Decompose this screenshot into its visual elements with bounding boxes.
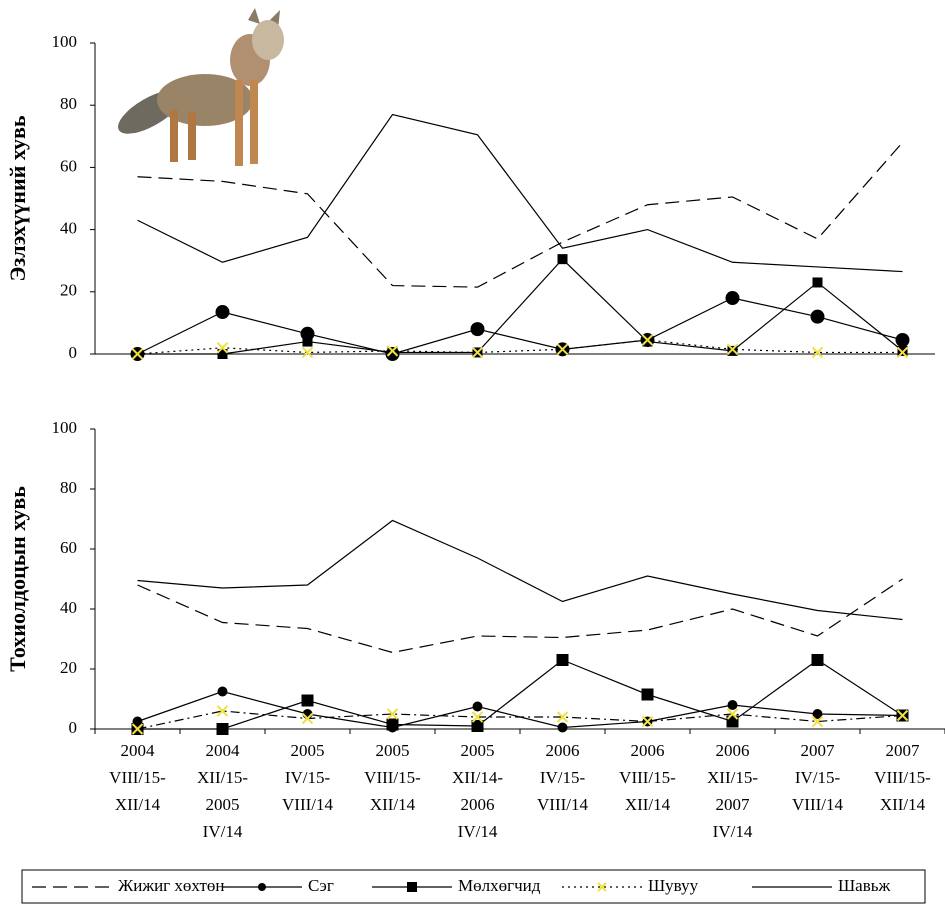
series	[138, 521, 903, 620]
y-tick-label: 0	[69, 718, 78, 737]
x-tick-label: XII/14-	[452, 768, 503, 787]
legend-marker	[258, 883, 266, 891]
x-tick-label: VIII/15-	[109, 768, 166, 787]
x-tick-label: 2005	[461, 741, 495, 760]
y-tick-label: 100	[52, 418, 78, 437]
x-tick-label: IV/15-	[540, 768, 586, 787]
marker	[473, 702, 483, 712]
marker	[557, 654, 569, 666]
legend-label: Шувуу	[648, 876, 699, 895]
line	[138, 521, 903, 620]
legend-marker	[407, 882, 417, 892]
x-tick-label: VIII/14	[282, 795, 333, 814]
x-tick-label: 2006	[461, 795, 495, 814]
y-axis-label: Тохиолдоцын хувь	[5, 486, 30, 672]
x-tick-label: VIII/15-	[619, 768, 676, 787]
x-tick-label: IV/14	[203, 822, 243, 841]
x-tick-label: XII/15-	[707, 768, 758, 787]
x-tick-label: VIII/14	[537, 795, 588, 814]
x-tick-label: VIII/14	[792, 795, 843, 814]
y-tick-label: 20	[60, 658, 77, 677]
y-axis-label: Эзлэхүүний хувь	[5, 115, 30, 281]
chart: 0 20 40 60 80 100 Эзлэхүүний хувь 0 20 40 60 80 100 Т…	[0, 0, 945, 912]
x-tick-label: 2004	[206, 741, 241, 760]
x-tick-label: IV/15-	[285, 768, 331, 787]
marker	[302, 695, 314, 707]
marker	[218, 687, 228, 697]
legend-label: Мөлхөгчид	[458, 876, 541, 895]
y-tick-label: 0	[69, 343, 78, 362]
x-tick-label: IV/14	[458, 822, 498, 841]
marker	[303, 347, 313, 357]
x-tick-label: XII/15-	[197, 768, 248, 787]
line	[138, 711, 903, 729]
legend-item: Сэг	[222, 876, 334, 895]
marker	[558, 254, 568, 264]
x-tick-label: XII/14	[880, 795, 926, 814]
marker	[216, 305, 230, 319]
legend-item: Шувуу	[562, 876, 699, 895]
line	[138, 340, 903, 354]
x-tick-label: 2007	[886, 741, 921, 760]
series	[138, 579, 903, 653]
x-tick-label: 2005	[376, 741, 410, 760]
marker	[388, 347, 398, 357]
fox-illustration	[112, 8, 284, 166]
legend-label: Жижиг хөхтөн	[118, 876, 225, 895]
legend-label: Шавьж	[838, 876, 890, 895]
line	[138, 692, 903, 728]
x-tick-label: XII/14	[370, 795, 416, 814]
marker	[898, 346, 908, 356]
y-tick-label: 80	[60, 94, 77, 113]
x-tick-label: 2007	[716, 795, 751, 814]
x-tick-label: 2007	[801, 741, 836, 760]
x-tick-label: XII/14	[625, 795, 671, 814]
marker	[217, 723, 229, 735]
x-tick-label: 2005	[206, 795, 240, 814]
marker	[728, 700, 738, 710]
marker	[303, 337, 313, 347]
x-tick-label: XII/14	[115, 795, 161, 814]
legend-item: Шавьж	[752, 876, 890, 895]
marker	[813, 277, 823, 287]
marker	[558, 723, 568, 733]
x-tick-label: VIII/15-	[874, 768, 931, 787]
marker	[642, 689, 654, 701]
marker	[896, 333, 910, 347]
series	[133, 254, 908, 359]
marker	[812, 654, 824, 666]
y-tick-label: 40	[60, 219, 77, 238]
marker	[643, 337, 653, 347]
legend-item: Мөлхөгчид	[372, 876, 541, 895]
x-tick-label: 2006	[546, 741, 580, 760]
x-tick-label: 2006	[631, 741, 665, 760]
marker	[728, 346, 738, 356]
y-tick-label: 20	[60, 281, 77, 300]
marker	[387, 719, 399, 731]
x-tick-label: 2006	[716, 741, 750, 760]
legend-label: Сэг	[308, 876, 334, 895]
x-tick-label: 2005	[291, 741, 325, 760]
x-tick-label: 2004	[121, 741, 156, 760]
y-tick-label: 60	[60, 156, 77, 175]
y-tick-label: 100	[52, 32, 78, 51]
series	[133, 335, 908, 359]
y-tick-label: 60	[60, 538, 77, 557]
marker	[471, 322, 485, 336]
marker	[726, 291, 740, 305]
y-tick-label: 80	[60, 478, 77, 497]
legend-item: Жижиг хөхтөн	[32, 876, 225, 895]
marker	[811, 310, 825, 324]
line	[138, 579, 903, 653]
x-tick-label: IV/14	[713, 822, 753, 841]
series	[132, 654, 909, 735]
y-tick-label: 40	[60, 598, 77, 617]
x-tick-label: VIII/15-	[364, 768, 421, 787]
x-tick-label: IV/15-	[795, 768, 841, 787]
